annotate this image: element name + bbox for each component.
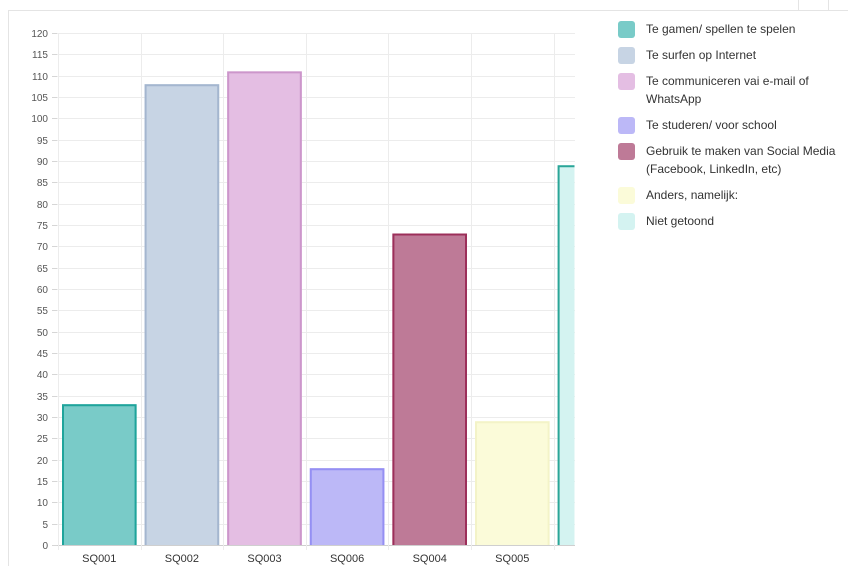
legend-item[interactable]: Gebruik te maken van Social Media (Faceb… [618,142,843,178]
legend-item[interactable]: Te gamen/ spellen te spelen [618,20,843,38]
bar[interactable] [144,84,220,545]
y-tick-label: 85 [37,178,49,189]
y-tick-label: 45 [37,349,49,360]
y-tick-label: 80 [37,200,49,211]
y-tick-label: 110 [32,72,48,83]
y-tick-label: 90 [37,157,49,168]
y-tick-label: 105 [31,93,48,104]
y-tick-label: 25 [37,434,49,445]
x-tick-label: SQ003 [247,553,281,565]
bar[interactable] [309,468,385,545]
bar-outline [227,71,302,545]
frame-divider [828,0,829,10]
chart-legend: Te gamen/ spellen te spelen Te surfen op … [618,20,843,238]
legend-swatch [618,21,635,38]
y-tick-label: 50 [37,328,49,339]
y-axis: 0 5 10 15 20 25 30 35 40 45 50 55 60 65 70 75 80 85 90 95 10… [31,29,57,552]
legend-item[interactable]: Te studeren/ voor school [618,116,843,134]
x-tick-label: SQ005 [495,553,529,565]
bar[interactable] [392,233,467,546]
x-axis: SQ001 SQ002 SQ003 SQ006 SQ004 SQ005 [82,553,529,565]
legend-item[interactable]: Te surfen op Internet [618,46,843,64]
frame-divider [798,0,799,10]
bar-fill [144,84,220,545]
legend-label: Te surfen op Internet [646,48,757,62]
legend-item[interactable]: Niet getoond [618,212,843,230]
bar-outline [475,421,550,545]
legend-swatch [618,73,635,90]
y-tick-label: 0 [42,541,48,552]
legend-label: Te gamen/ spellen te spelen [646,22,796,36]
bar-outline [557,165,575,545]
bar-outline [309,468,385,545]
legend-item[interactable]: Te communiceren vai e-mail of WhatsApp [618,72,843,108]
chart-bars [62,71,575,546]
bar[interactable] [227,71,302,546]
legend-label: Anders, namelijk: [646,188,739,202]
y-tick-label: 115 [32,50,48,61]
legend-swatch [618,187,635,204]
chart-frame-left-border [8,10,9,566]
bar-fill [62,404,137,545]
y-tick-label: 40 [37,370,49,381]
bar-fill [557,165,575,545]
bar[interactable] [475,421,550,545]
chart-frame-top-border [8,10,848,11]
y-tick-label: 95 [37,136,49,147]
bar-fill [392,233,467,546]
bar-fill [309,468,385,545]
y-tick-label: 15 [37,477,49,488]
y-tick-label: 70 [37,242,49,253]
legend-swatch [618,47,635,64]
x-tick-label: SQ006 [330,553,364,565]
x-tick-label: SQ001 [82,553,116,565]
legend-swatch [618,213,635,230]
bar-outline [144,84,220,545]
legend-label: Niet getoond [646,214,715,228]
legend-swatch [618,117,635,134]
x-tick-label: SQ004 [413,553,447,565]
y-tick-label: 30 [37,413,49,424]
y-tick-label: 65 [37,264,49,275]
y-tick-label: 35 [37,392,49,403]
legend-label: Gebruik te maken van Social Media (Faceb… [646,144,836,176]
y-tick-label: 20 [37,456,49,467]
bar[interactable] [62,404,137,545]
y-tick-label: 120 [31,29,48,40]
legend-label: Te communiceren vai e-mail of WhatsApp [646,74,809,106]
bar-fill [475,421,550,545]
y-tick-label: 100 [31,114,48,125]
y-tick-label: 5 [42,520,48,531]
bar-fill [227,71,302,546]
x-tick-label: SQ002 [165,553,199,565]
y-tick-label: 55 [37,306,49,317]
legend-label: Te studeren/ voor school [646,118,777,132]
legend-swatch [618,143,635,160]
y-tick-label: 75 [37,221,49,232]
bar-outline [392,233,467,545]
bar-outline [62,404,137,545]
bar[interactable] [557,165,575,545]
y-tick-label: 10 [37,498,49,509]
y-tick-label: 60 [37,285,49,296]
legend-item[interactable]: Anders, namelijk: [618,186,843,204]
